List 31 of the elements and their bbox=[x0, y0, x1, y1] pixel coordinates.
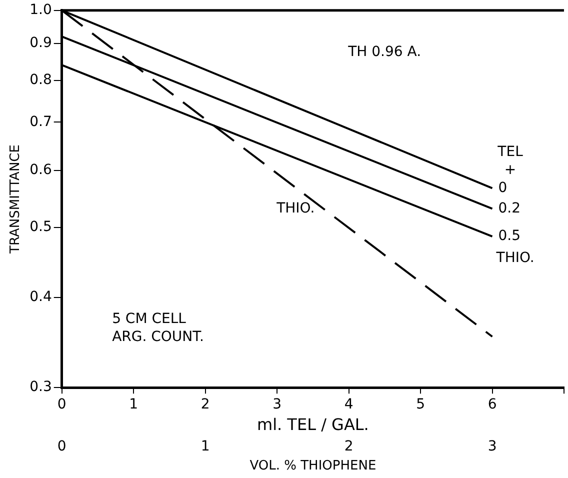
series-label: 0.5 bbox=[498, 228, 521, 244]
y-tick-label: 0.9 bbox=[30, 35, 52, 52]
annotation: TH 0.96 A. bbox=[347, 44, 422, 60]
x-tick-label: 2 bbox=[200, 396, 210, 413]
x-tick-label: 3 bbox=[272, 396, 282, 413]
x-tick-label: 4 bbox=[344, 396, 354, 413]
x-tick-label: 5 bbox=[416, 396, 425, 413]
series-label: 0.2 bbox=[498, 200, 521, 216]
annotation: ARG. COUNT. bbox=[112, 329, 204, 346]
y-axis-title: TRANSMITTANCE bbox=[8, 144, 24, 254]
legend-title: TEL + bbox=[496, 144, 524, 178]
y-tick-label: 1.0 bbox=[30, 2, 52, 18]
x-axis-title: ml. TEL / GAL. bbox=[256, 415, 369, 434]
x-tick-label: 6 bbox=[488, 396, 497, 413]
y-tick-label: 0.3 bbox=[30, 379, 52, 396]
y-tick-label: 0.4 bbox=[30, 289, 52, 306]
x-tick-label: 1 bbox=[129, 396, 138, 413]
y-tick-label: 0.7 bbox=[30, 114, 52, 130]
y-tick-label: 0.6 bbox=[30, 162, 52, 178]
x2-tick-label: 1 bbox=[200, 438, 210, 455]
series-label: THIO. bbox=[276, 200, 315, 216]
y-tick-label: 0.5 bbox=[30, 219, 52, 236]
annotation: THIO. bbox=[495, 250, 534, 266]
x2-tick-label: 3 bbox=[488, 438, 497, 455]
x2-tick-label: 2 bbox=[344, 438, 354, 455]
y-tick-label: 0.8 bbox=[30, 72, 52, 88]
x-tick-label: 0 bbox=[57, 396, 66, 413]
x2-tick-label: 0 bbox=[57, 438, 66, 455]
x2-axis-title: VOL. % THIOPHENE bbox=[250, 458, 376, 474]
series-label: 0 bbox=[498, 180, 508, 196]
annotation: 5 CM CELL bbox=[112, 311, 186, 328]
